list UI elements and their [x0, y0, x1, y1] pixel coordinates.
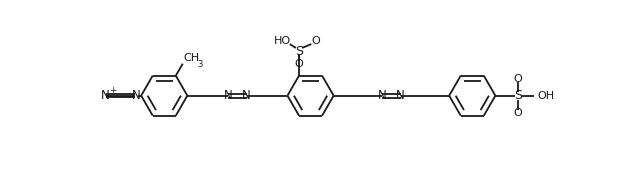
Text: N: N: [378, 89, 386, 102]
Text: N: N: [101, 89, 110, 102]
Text: O: O: [514, 74, 522, 84]
Text: S: S: [514, 89, 522, 102]
Text: S: S: [295, 44, 303, 57]
Text: O: O: [311, 36, 320, 46]
Text: N: N: [242, 89, 251, 102]
Text: +: +: [109, 86, 117, 95]
Text: N: N: [396, 89, 405, 102]
Text: O: O: [514, 108, 522, 118]
Text: O: O: [295, 59, 303, 69]
Text: HO: HO: [273, 36, 291, 46]
Text: N: N: [132, 89, 140, 102]
Text: CH: CH: [183, 53, 200, 63]
Text: 3: 3: [197, 60, 203, 69]
Text: N: N: [224, 89, 233, 102]
Text: OH: OH: [538, 91, 555, 101]
